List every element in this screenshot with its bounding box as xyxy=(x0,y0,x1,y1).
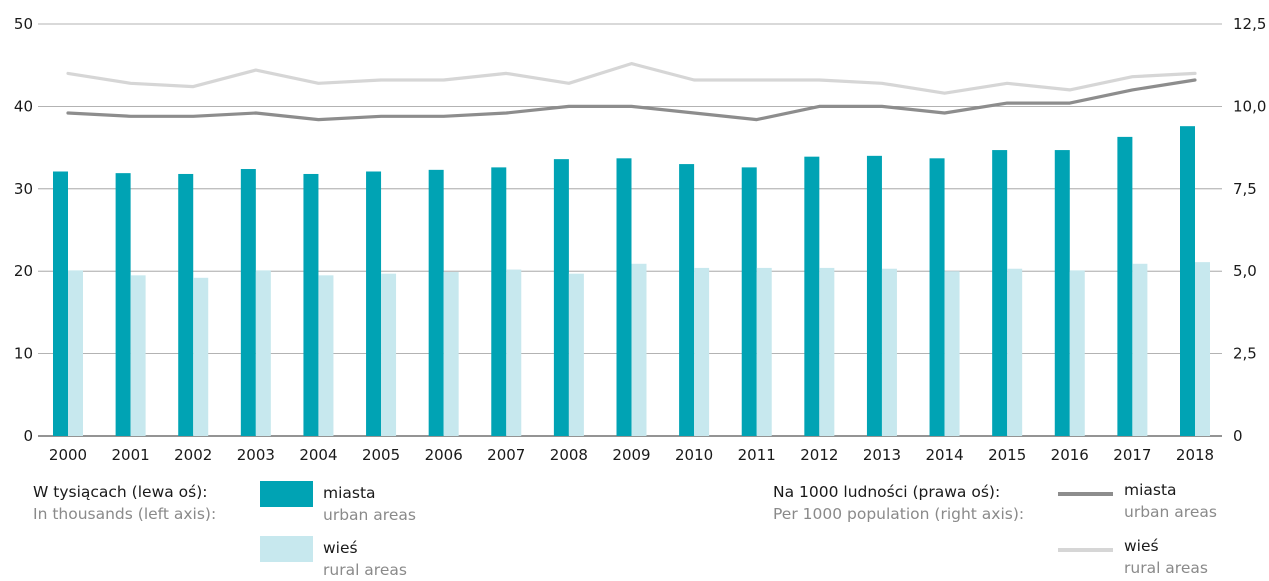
x-axis-tick-label: 2002 xyxy=(174,446,212,464)
right-axis-tick-label: 2,5 xyxy=(1233,345,1257,363)
bar-miasta xyxy=(240,169,256,437)
x-axis-tick-label: 2010 xyxy=(675,446,713,464)
x-axis-tick-label: 2017 xyxy=(1113,446,1151,464)
left-axis-tick-label: 20 xyxy=(14,262,33,280)
bar-wies xyxy=(944,271,960,436)
bar-wies xyxy=(381,273,397,436)
legend-sublabel-bar-miasta: urban areas xyxy=(323,506,416,524)
legend-label-bar-miasta: miasta xyxy=(323,484,376,502)
bar-miasta xyxy=(1117,136,1133,436)
line-series-group xyxy=(66,61,1197,122)
left-axis-tick-label: 50 xyxy=(14,15,33,33)
legend-sublabel-bar-wies: rural areas xyxy=(323,561,407,579)
x-axis-tick-label: 2008 xyxy=(550,446,588,464)
x-axis-tick-label: 2004 xyxy=(299,446,337,464)
bar-miasta xyxy=(1054,150,1070,436)
right-axis-tick-label: 0 xyxy=(1233,427,1243,445)
legend-left-subtitle: In thousands (left axis): xyxy=(33,505,217,523)
left-axis-ticks: 0 10 20 30 40 50 xyxy=(14,15,33,445)
x-axis-tick-label: 2005 xyxy=(362,446,400,464)
bar-miasta xyxy=(53,171,68,436)
bar-wies xyxy=(1007,268,1023,436)
bar-miasta xyxy=(491,167,507,436)
right-axis-tick-label: 10,0 xyxy=(1233,97,1266,115)
bar-miasta xyxy=(1180,126,1195,437)
x-axis-tick-label: 2013 xyxy=(863,446,901,464)
left-axis-tick-label: 40 xyxy=(14,97,33,115)
bar-miasta xyxy=(679,164,695,436)
right-axis-tick-label: 12,5 xyxy=(1233,15,1266,33)
left-axis-tick-label: 30 xyxy=(14,180,33,198)
line-wies xyxy=(66,61,1197,95)
x-axis-ticks: 2000 2001 2002 2003 2004 2005 2006 2007 2008 2009… xyxy=(49,446,1214,464)
x-axis-tick-label: 2003 xyxy=(237,446,275,464)
legend-left-title: W tysiącach (lewa oś): xyxy=(33,483,208,501)
legend-right-title: Na 1000 ludności (prawa oś): xyxy=(773,483,1001,501)
left-axis-tick-label: 0 xyxy=(23,427,33,445)
bar-wies xyxy=(193,277,209,436)
x-axis-tick-label: 2012 xyxy=(800,446,838,464)
bar-miasta xyxy=(115,173,131,437)
legend-label-line-miasta: miasta xyxy=(1124,481,1177,499)
bar-wies xyxy=(255,270,271,436)
bar-wies xyxy=(568,273,584,436)
bar-wies xyxy=(318,275,334,436)
right-axis-tick-label: 5,0 xyxy=(1233,262,1257,280)
legend-swatch-line-wies xyxy=(1058,548,1113,552)
line-miasta xyxy=(66,78,1197,122)
legend-swatch-bar-miasta xyxy=(260,481,313,507)
x-axis-tick-label: 2015 xyxy=(988,446,1026,464)
bar-wies xyxy=(130,275,146,436)
bar-wies xyxy=(819,267,835,436)
left-axis-tick-label: 10 xyxy=(14,345,33,363)
bar-wies xyxy=(631,263,647,436)
x-axis-tick-label: 2018 xyxy=(1176,446,1214,464)
legend-label-bar-wies: wieś xyxy=(323,539,358,557)
bar-miasta xyxy=(428,169,444,436)
bar-miasta xyxy=(804,156,820,436)
bar-miasta xyxy=(178,173,194,436)
legend-swatch-line-miasta xyxy=(1058,492,1113,496)
bar-miasta xyxy=(616,158,632,436)
x-axis-tick-label: 2007 xyxy=(487,446,525,464)
bar-wies xyxy=(756,267,772,436)
right-axis-ticks: 0 2,5 5,0 7,5 10,0 12,5 xyxy=(1233,15,1266,445)
bar-wies xyxy=(1069,270,1085,436)
bar-wies xyxy=(443,272,459,436)
bar-miasta xyxy=(303,173,319,436)
right-axis-tick-label: 7,5 xyxy=(1233,180,1257,198)
legend-right-subtitle: Per 1000 population (right axis): xyxy=(773,505,1025,523)
bar-miasta xyxy=(929,158,945,436)
legend-label-line-wies: wieś xyxy=(1124,537,1159,555)
x-axis-tick-label: 2006 xyxy=(425,446,463,464)
x-axis-tick-label: 2011 xyxy=(738,446,776,464)
bar-wies xyxy=(506,269,522,436)
x-axis-tick-label: 2009 xyxy=(612,446,650,464)
x-axis-tick-label: 2001 xyxy=(112,446,150,464)
legend-sublabel-line-wies: rural areas xyxy=(1124,559,1208,577)
x-axis-tick-label: 2000 xyxy=(49,446,87,464)
legend-sublabel-line-miasta: urban areas xyxy=(1124,503,1217,521)
bar-wies xyxy=(1195,262,1210,436)
bar-series-group xyxy=(53,126,1210,437)
bar-miasta xyxy=(553,159,569,437)
legend-swatch-bar-wies xyxy=(260,536,313,562)
x-axis-tick-label: 2016 xyxy=(1051,446,1089,464)
bar-wies xyxy=(694,267,710,436)
x-axis-tick-label: 2014 xyxy=(925,446,963,464)
bar-miasta xyxy=(366,171,382,436)
bar-miasta xyxy=(741,167,757,436)
bar-miasta xyxy=(866,155,882,436)
bar-wies xyxy=(881,268,897,436)
bar-wies xyxy=(1132,263,1148,436)
bar-wies xyxy=(68,270,83,436)
bar-miasta xyxy=(992,150,1008,436)
